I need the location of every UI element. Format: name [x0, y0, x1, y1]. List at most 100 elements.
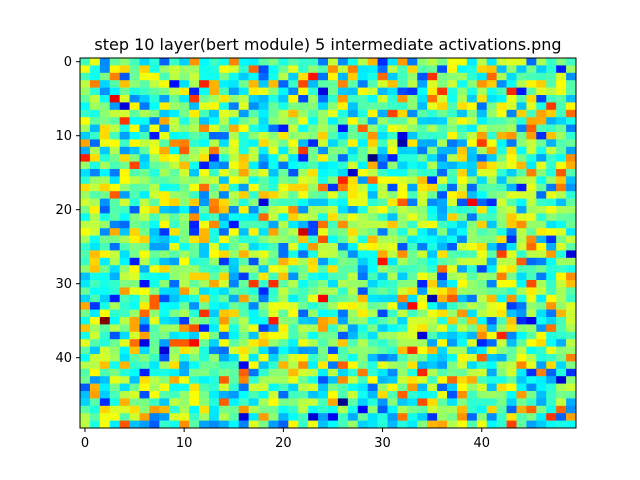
heatmap-cell — [407, 257, 418, 266]
heatmap-cell — [516, 302, 527, 310]
heatmap-cell — [437, 72, 448, 81]
heatmap-cell — [268, 265, 279, 273]
heatmap-cell — [318, 265, 329, 273]
heatmap-cell — [456, 368, 468, 377]
heatmap-cell — [228, 346, 240, 355]
heatmap-cell — [447, 324, 458, 333]
heatmap-cell — [377, 161, 388, 170]
heatmap-cell — [407, 183, 418, 192]
heatmap-cell — [278, 176, 289, 185]
heatmap-cell — [556, 102, 567, 111]
heatmap-cell — [417, 309, 428, 318]
heatmap-cell — [516, 413, 527, 421]
heatmap-cell — [466, 331, 478, 340]
heatmap-cell — [159, 146, 170, 155]
heatmap-cell — [407, 294, 418, 303]
heatmap-cell — [397, 109, 408, 118]
heatmap-cell — [546, 176, 557, 185]
heatmap-cell — [387, 213, 398, 222]
heatmap-cell — [456, 109, 468, 118]
y-tick-label: 20 — [55, 203, 72, 218]
heatmap-cell — [89, 287, 101, 296]
heatmap-cell — [109, 376, 120, 384]
heatmap-cell — [466, 368, 478, 377]
heatmap-cell — [99, 139, 111, 148]
heatmap-cell — [476, 228, 488, 236]
heatmap-cell — [99, 361, 111, 370]
heatmap-cell — [476, 95, 488, 103]
heatmap-cell — [367, 257, 378, 266]
heatmap-cell — [417, 376, 428, 384]
heatmap-cell — [109, 250, 120, 259]
heatmap-cell — [447, 109, 458, 118]
heatmap-cell — [258, 272, 269, 281]
heatmap-cell — [189, 206, 200, 214]
heatmap-cell — [337, 87, 349, 96]
heatmap-cell — [159, 102, 170, 111]
heatmap-cell — [129, 87, 140, 96]
heatmap-cell — [238, 146, 249, 155]
heatmap-cell — [526, 102, 537, 111]
heatmap-cell — [566, 65, 577, 74]
heatmap-cell — [377, 198, 388, 207]
heatmap-cell — [546, 139, 557, 148]
heatmap-cell — [298, 213, 309, 222]
heatmap-cell — [308, 294, 319, 303]
heatmap-cell — [278, 161, 289, 170]
heatmap-cell — [417, 420, 428, 429]
heatmap-cell — [347, 95, 359, 103]
heatmap-cell — [367, 354, 378, 362]
heatmap-cell — [387, 146, 398, 155]
heatmap-cell — [456, 346, 468, 355]
heatmap-cell — [218, 243, 230, 251]
heatmap-cell — [566, 132, 577, 140]
heatmap-cell — [238, 257, 249, 266]
heatmap-cell — [347, 294, 359, 303]
heatmap-cell — [109, 80, 120, 88]
heatmap-cell — [129, 102, 140, 111]
heatmap-cell — [248, 65, 259, 74]
heatmap-cell — [556, 198, 567, 207]
heatmap-cell — [347, 161, 359, 170]
heatmap-cell — [139, 124, 150, 133]
heatmap-cell — [526, 139, 537, 148]
heatmap-cell — [278, 243, 289, 251]
heatmap-cell — [536, 206, 547, 214]
heatmap-cell — [476, 280, 488, 288]
heatmap-cell — [387, 368, 398, 377]
heatmap-cell — [437, 124, 448, 133]
heatmap-cell — [506, 287, 517, 296]
heatmap-cell — [109, 117, 120, 125]
heatmap-cell — [546, 272, 557, 281]
heatmap-cell — [536, 383, 547, 392]
heatmap-cell — [417, 132, 428, 140]
heatmap-cell — [337, 302, 349, 310]
heatmap-cell — [109, 220, 120, 229]
heatmap-cell — [536, 132, 547, 140]
heatmap-cell — [357, 198, 368, 207]
heatmap-cell — [496, 80, 507, 88]
heatmap-cell — [119, 361, 130, 370]
heatmap-cell — [238, 383, 249, 392]
heatmap-cell — [476, 243, 488, 251]
heatmap-cell — [516, 183, 527, 192]
heatmap-cell — [109, 132, 120, 140]
heatmap-cell — [268, 317, 279, 325]
heatmap-cell — [347, 198, 359, 207]
heatmap-cell — [367, 65, 378, 74]
heatmap-cell — [159, 294, 170, 303]
heatmap-cell — [318, 361, 329, 370]
heatmap-cell — [546, 339, 557, 347]
heatmap-cell — [357, 146, 368, 155]
heatmap-cell — [447, 161, 458, 170]
heatmap-cell — [208, 58, 220, 66]
heatmap-cell — [308, 331, 319, 340]
heatmap-cell — [129, 257, 140, 266]
heatmap-cell — [139, 405, 150, 414]
heatmap-cell — [417, 102, 428, 111]
heatmap-cell — [328, 87, 339, 96]
heatmap-cell — [99, 391, 111, 399]
heatmap-cell — [318, 58, 329, 66]
heatmap-cell — [80, 146, 91, 155]
heatmap-cell — [288, 235, 299, 244]
